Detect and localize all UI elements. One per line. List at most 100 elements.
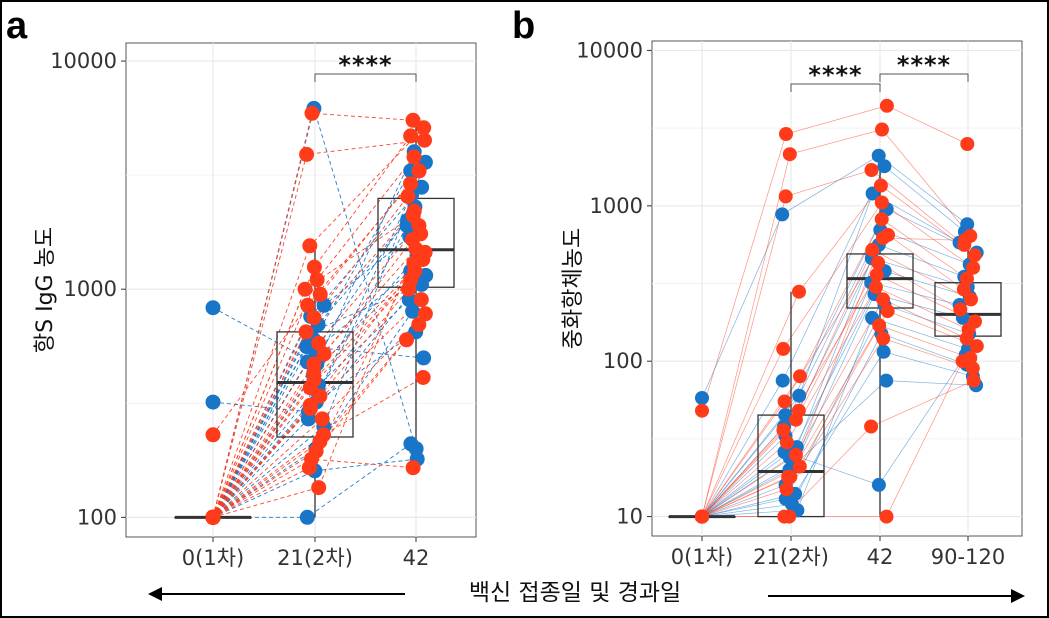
subject-line [701, 237, 966, 517]
y-tick-label: 10000 [50, 49, 117, 73]
data-point [874, 195, 889, 210]
subject-line [212, 186, 422, 518]
data-point [695, 391, 709, 405]
subject-line [701, 310, 977, 517]
data-point [864, 419, 879, 434]
subject-line [701, 298, 967, 517]
data-point [205, 394, 221, 410]
subject-line [701, 202, 974, 517]
data-point [405, 208, 421, 224]
subject-line [701, 192, 960, 517]
subject-line [701, 286, 969, 517]
subject-line [212, 183, 411, 436]
data-point [879, 509, 894, 524]
data-point [956, 282, 971, 297]
data-point [297, 281, 313, 297]
data-point [306, 310, 322, 326]
data-point [869, 267, 884, 282]
data-point [316, 346, 332, 362]
data-point [312, 286, 328, 302]
y-tick-label: 1000 [64, 277, 117, 301]
x-tick-label: 90-120 [931, 545, 1005, 569]
subject-line [212, 196, 409, 518]
data-point [302, 397, 318, 413]
chart-panel-b: 10 100 1000 10000 0(1차) 21(2차) 42 90-120 중화항체농도 *… [561, 38, 1023, 569]
data-point [966, 260, 981, 275]
subject-line [701, 324, 971, 517]
subject-line [701, 105, 968, 411]
subject-line [701, 234, 965, 517]
data-point [864, 163, 879, 177]
data-point [958, 233, 972, 248]
data-point [782, 147, 797, 162]
data-point [406, 255, 422, 271]
data-point [879, 373, 894, 388]
data-point [873, 178, 888, 193]
data-point [205, 300, 221, 316]
data-point [953, 302, 968, 317]
data-point [302, 238, 318, 254]
x-tick-label: 0(1차) [182, 546, 244, 570]
subject-line [701, 185, 975, 517]
data-point [871, 255, 886, 270]
panel-b-letter: b [512, 5, 535, 47]
subject-line [701, 270, 970, 517]
bottom-caption-text: 백신 접종일 및 경과일 [469, 580, 681, 606]
subject-line [701, 274, 976, 517]
data-point [969, 339, 984, 354]
subject-line [212, 233, 422, 518]
significance-bracket [314, 73, 417, 82]
y-tick-label: 1000 [590, 194, 643, 218]
panel-a-letter: a [6, 5, 28, 47]
data-point [306, 259, 322, 275]
x-tick-label: 42 [867, 545, 894, 569]
data-point [964, 292, 978, 307]
left-arrow-head [148, 587, 162, 601]
data-point [788, 412, 803, 427]
x-tick-label: 21(2차) [753, 545, 829, 569]
subject-line [701, 293, 963, 517]
subject-line [701, 218, 968, 517]
y-tick-label: 100 [77, 505, 117, 529]
data-point [304, 105, 320, 121]
data-point [875, 122, 889, 137]
subject-line [212, 151, 415, 365]
data-point [299, 146, 315, 162]
data-point [778, 189, 793, 204]
data-point [403, 176, 418, 192]
subject-line [701, 380, 977, 517]
subject-line [701, 155, 968, 399]
data-point [776, 341, 791, 356]
data-point [960, 271, 974, 286]
data-point [417, 306, 433, 322]
subject-line [701, 304, 970, 517]
y-axis-label: 항S IgG 농도 [33, 227, 58, 353]
data-point [778, 408, 793, 423]
data-point [415, 370, 431, 385]
data-point [205, 509, 221, 525]
data-point [868, 280, 883, 295]
y-axis-label: 중화항체농도 [561, 228, 586, 349]
data-point [775, 207, 790, 222]
data-point [695, 403, 709, 418]
subject-line [212, 275, 427, 518]
data-point [876, 331, 891, 346]
data-point [300, 297, 316, 313]
data-point [411, 317, 427, 332]
x-tick-label: 0(1차) [671, 545, 733, 569]
subject-line [212, 324, 420, 518]
subject-line [701, 244, 965, 517]
data-point [779, 127, 793, 141]
data-point [871, 148, 886, 163]
data-point [401, 281, 417, 297]
subject-line [212, 458, 418, 518]
subject-line [701, 282, 960, 517]
data-point [876, 344, 891, 359]
data-point [413, 226, 429, 242]
subject-line [701, 208, 977, 517]
data-point [314, 411, 330, 427]
data-point [777, 394, 792, 409]
significance-label: **** [338, 51, 392, 79]
data-point [783, 469, 798, 484]
x-tick-label: 42 [403, 546, 430, 570]
